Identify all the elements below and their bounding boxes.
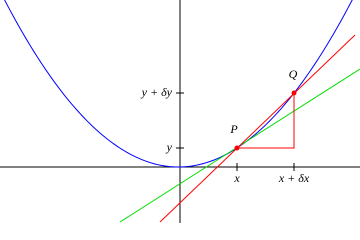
x-label: x: [233, 171, 240, 185]
point: [291, 90, 297, 96]
delta-triangle: [237, 93, 295, 149]
point-label: P: [229, 122, 238, 136]
y-label: y + δy: [141, 85, 173, 99]
secant-line: [159, 34, 356, 223]
parabola: [4, 0, 353, 168]
x-label: x + δx: [278, 171, 310, 185]
point-label: Q: [289, 67, 298, 81]
y-label: y: [166, 140, 173, 154]
point: [234, 145, 240, 151]
diagram: P Q x x + δx y y + δy: [0, 0, 360, 223]
